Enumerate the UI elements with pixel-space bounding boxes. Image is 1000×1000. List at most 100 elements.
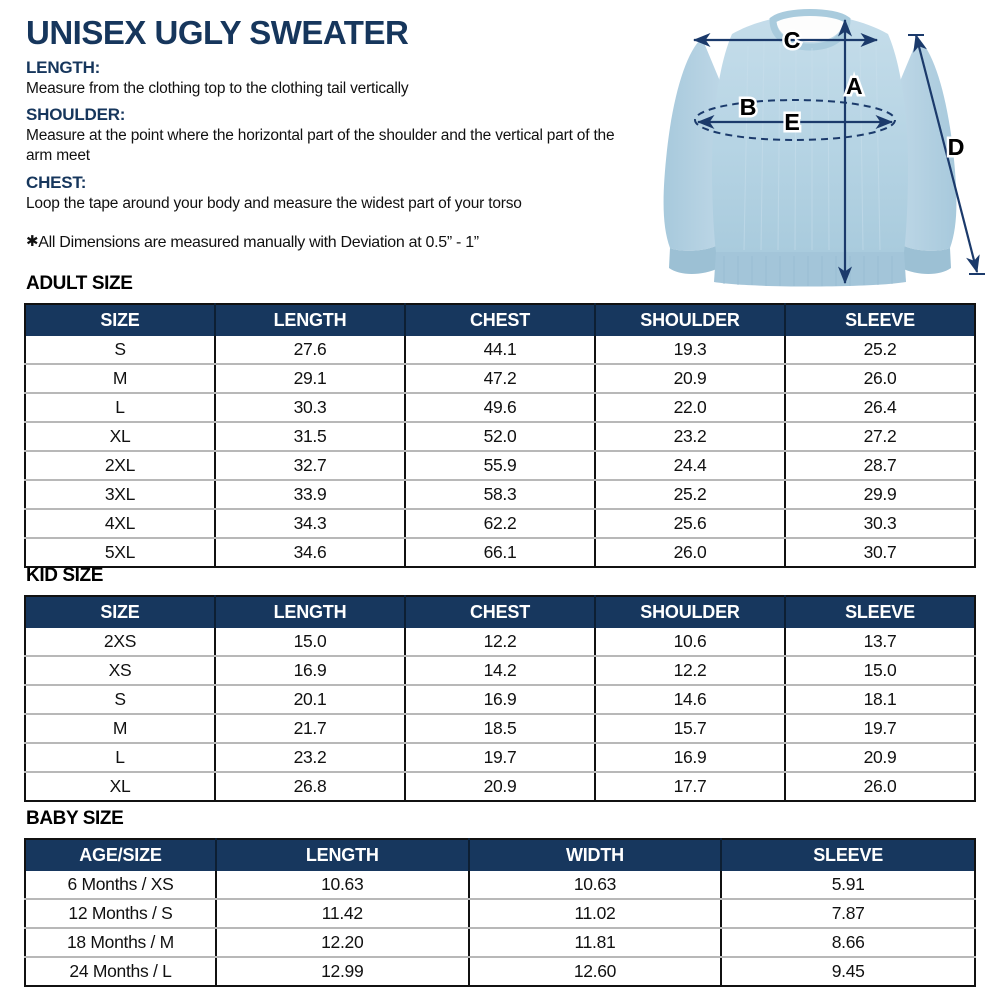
cell-size: L <box>25 393 216 423</box>
cell-age-size: 6 Months / XS <box>25 871 217 900</box>
col-header-size: SIZE <box>25 596 216 628</box>
intro-block: UNISEX UGLY SWEATER LENGTH: Measure from… <box>26 15 626 252</box>
cell-sleeve: 27.2 <box>785 422 975 452</box>
cell-sleeve: 15.0 <box>785 656 975 686</box>
label-d: D <box>948 134 965 160</box>
table-row: 18 Months / M 12.20 11.81 8.66 <box>25 928 975 958</box>
cell-sleeve: 30.7 <box>785 538 975 567</box>
cell-width: 10.63 <box>468 871 723 900</box>
col-header-chest: CHEST <box>405 304 596 336</box>
table-row: XL 31.5 52.0 23.2 27.2 <box>25 422 975 452</box>
cell-length: 23.2 <box>215 743 406 773</box>
cell-chest: 49.6 <box>405 393 596 423</box>
asterisk-icon: ✱ <box>26 232 39 250</box>
table-baby-size: AGE/SIZE LENGTH WIDTH SLEEVE 6 Months / … <box>24 838 976 987</box>
section-label-baby: BABY SIZE <box>26 808 124 829</box>
cell-size: 2XS <box>25 628 216 657</box>
table-row: S 27.6 44.1 19.3 25.2 <box>25 336 975 365</box>
table-row: L 23.2 19.7 16.9 20.9 <box>25 743 975 773</box>
cell-sleeve: 30.3 <box>785 509 975 539</box>
cell-shoulder: 20.9 <box>595 364 786 394</box>
cell-width: 11.02 <box>468 899 723 929</box>
cell-length: 31.5 <box>215 422 406 452</box>
cell-size: XL <box>25 422 216 452</box>
shoulder-description: Measure at the point where the horizonta… <box>26 127 615 165</box>
cell-length: 34.6 <box>215 538 406 567</box>
col-header-age-size: AGE/SIZE <box>25 839 217 871</box>
cell-sleeve: 28.7 <box>785 451 975 481</box>
table-kid-size: SIZE LENGTH CHEST SHOULDER SLEEVE 2XS 15.… <box>24 595 976 802</box>
col-header-chest: CHEST <box>405 596 596 628</box>
table-row: L 30.3 49.6 22.0 26.4 <box>25 393 975 423</box>
cell-shoulder: 23.2 <box>595 422 786 452</box>
cell-sleeve: 19.7 <box>785 714 975 744</box>
cell-sleeve: 8.66 <box>721 928 975 958</box>
sweater-illustration: C C A B B E E D D <box>640 0 1000 295</box>
cell-width: 11.81 <box>468 928 723 958</box>
cell-length: 12.20 <box>215 928 470 958</box>
table-row: S 20.1 16.9 14.6 18.1 <box>25 685 975 715</box>
cell-age-size: 24 Months / L <box>25 957 217 986</box>
label-e-fill: E <box>784 109 799 135</box>
cell-age-size: 18 Months / M <box>25 928 217 958</box>
cell-size: XL <box>25 772 216 801</box>
table-row: 6 Months / XS 10.63 10.63 5.91 <box>25 871 975 900</box>
shoulder-term: SHOULDER: <box>26 105 126 125</box>
cell-sleeve: 29.9 <box>785 480 975 510</box>
label-d-fill: D <box>948 134 965 160</box>
section-label-kid: KID SIZE <box>26 565 104 586</box>
col-header-length: LENGTH <box>215 839 470 871</box>
cell-size: M <box>25 714 216 744</box>
cell-length: 21.7 <box>215 714 406 744</box>
cell-size: S <box>25 685 216 715</box>
table-row: XL 26.8 20.9 17.7 26.0 <box>25 772 975 801</box>
cell-shoulder: 22.0 <box>595 393 786 423</box>
table-row: M 21.7 18.5 15.7 19.7 <box>25 714 975 744</box>
cell-chest: 20.9 <box>405 772 596 801</box>
col-header-length: LENGTH <box>215 304 406 336</box>
cell-length: 11.42 <box>215 899 470 929</box>
cell-size: 3XL <box>25 480 216 510</box>
cell-length: 32.7 <box>215 451 406 481</box>
label-b-fill: B <box>740 94 757 120</box>
table-row: XS 16.9 14.2 12.2 15.0 <box>25 656 975 686</box>
length-term: LENGTH: <box>26 57 101 77</box>
cell-shoulder: 12.2 <box>595 656 786 686</box>
cell-sleeve: 26.0 <box>785 772 975 801</box>
label-b: B <box>740 94 757 120</box>
cell-length: 30.3 <box>215 393 406 423</box>
cell-chest: 52.0 <box>405 422 596 452</box>
cell-size: 2XL <box>25 451 216 481</box>
cell-chest: 16.9 <box>405 685 596 715</box>
cell-shoulder: 26.0 <box>595 538 786 567</box>
table-row: 5XL 34.6 66.1 26.0 30.7 <box>25 538 975 567</box>
cell-chest: 12.2 <box>405 628 596 657</box>
chest-term: CHEST: <box>26 172 87 192</box>
cell-length: 33.9 <box>215 480 406 510</box>
cell-chest: 14.2 <box>405 656 596 686</box>
cell-chest: 62.2 <box>405 509 596 539</box>
cell-chest: 58.3 <box>405 480 596 510</box>
cell-size: 4XL <box>25 509 216 539</box>
table-header-row: AGE/SIZE LENGTH WIDTH SLEEVE <box>25 839 975 871</box>
cell-length: 26.8 <box>215 772 406 801</box>
cell-size: M <box>25 364 216 394</box>
col-header-width: WIDTH <box>468 839 723 871</box>
cell-length: 10.63 <box>215 871 470 900</box>
cell-chest: 44.1 <box>405 336 596 365</box>
cell-sleeve: 26.0 <box>785 364 975 394</box>
cell-sleeve: 26.4 <box>785 393 975 423</box>
cell-shoulder: 17.7 <box>595 772 786 801</box>
deviation-note-text: All Dimensions are measured manually wit… <box>38 233 479 251</box>
table-row: 4XL 34.3 62.2 25.6 30.3 <box>25 509 975 539</box>
table-row: M 29.1 47.2 20.9 26.0 <box>25 364 975 394</box>
cell-sleeve: 25.2 <box>785 336 975 365</box>
col-header-shoulder: SHOULDER <box>595 596 786 628</box>
deviation-note: ✱All Dimensions are measured manually wi… <box>26 232 626 252</box>
cell-length: 15.0 <box>215 628 406 657</box>
cell-length: 27.6 <box>215 336 406 365</box>
cell-sleeve: 13.7 <box>785 628 975 657</box>
cell-shoulder: 10.6 <box>595 628 786 657</box>
table-row: 3XL 33.9 58.3 25.2 29.9 <box>25 480 975 510</box>
